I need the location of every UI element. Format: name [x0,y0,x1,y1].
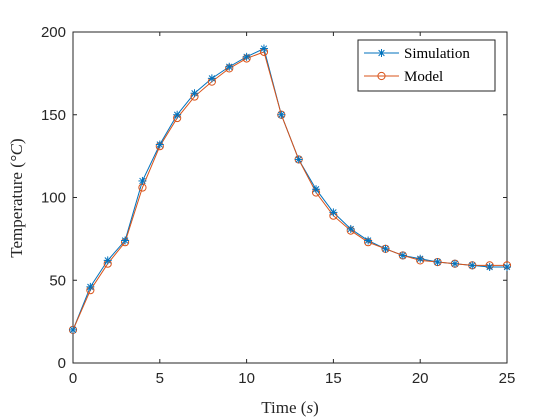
data-point-simulation [86,282,95,291]
data-point-simulation [329,208,338,217]
data-point-simulation [346,224,355,233]
data-point-simulation [173,110,182,119]
legend-box [357,39,496,92]
x-tick-label: 25 [499,370,516,387]
data-point-simulation [433,258,442,267]
legend: Simulation Model [357,39,496,92]
x-tick-label: 10 [238,370,255,387]
data-point-simulation [416,254,425,263]
data-point-simulation [69,325,77,334]
y-tick-label: 0 [58,355,66,372]
legend-entry-simulation: Simulation [364,46,470,62]
data-point-simulation [398,251,407,260]
series-markers [68,44,512,334]
data-point-simulation [207,74,216,83]
y-tick-label: 100 [41,190,66,207]
data-point-simulation [225,62,234,71]
data-point-simulation [381,244,390,253]
data-point-simulation [121,236,130,245]
x-tick-label: 5 [156,370,164,387]
y-tick-label: 50 [49,272,66,289]
legend-marker-model [377,71,386,81]
data-point-simulation [485,263,494,272]
legend-marker-simulation [377,49,386,57]
x-tick-label: 0 [69,370,77,387]
legend-circle-marker [377,71,386,81]
data-point-simulation [259,44,268,53]
data-point-simulation [503,263,511,272]
legend-label-simulation: Simulation [404,46,470,62]
data-point-simulation [277,110,286,119]
data-point-simulation [294,155,303,164]
data-point-simulation [155,140,164,149]
x-tick-label: 20 [412,370,429,387]
data-point-simulation [364,236,373,245]
data-point-simulation [468,261,477,270]
x-axis-ticks: 0 5 10 15 20 25 [69,32,516,387]
data-point-simulation [312,185,321,194]
legend-label-model: Model [404,69,443,85]
x-axis-title: Time (s) [261,398,319,417]
y-tick-label: 150 [41,107,66,124]
data-point-simulation [242,52,251,61]
x-tick-label: 15 [325,370,342,387]
data-point-simulation [450,259,459,268]
y-tick-label: 200 [41,24,66,41]
data-point-simulation [138,176,147,185]
y-axis-title: Temperature (°C) [7,138,26,257]
data-point-simulation [190,89,199,98]
y-axis-ticks: 0 50 100 150 200 [41,24,507,372]
legend-entry-model: Model [364,69,443,85]
legend-asterisk-marker [377,49,386,57]
data-point-simulation [103,256,112,265]
